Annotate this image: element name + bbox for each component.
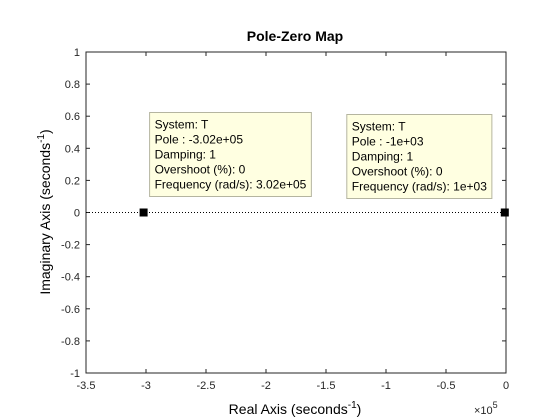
x-tick-label: -0.5 bbox=[437, 380, 456, 392]
x-tick-label: -1.5 bbox=[317, 380, 336, 392]
y-tick-label: 0.2 bbox=[65, 175, 80, 187]
y-tick-label: 0 bbox=[74, 208, 80, 220]
datatip-line: Damping: 1 bbox=[155, 148, 217, 162]
datatip-line: System: T bbox=[352, 120, 406, 134]
y-tick-label: 0.8 bbox=[65, 79, 80, 91]
y-tick-label: -0.2 bbox=[61, 240, 80, 252]
y-axis-label: Imaginary Axis (seconds-1) bbox=[36, 129, 53, 294]
y-tick-label: -0.8 bbox=[61, 336, 80, 348]
datatip-line: Pole : -3.02e+05 bbox=[155, 133, 244, 147]
x-tick-label: -3.5 bbox=[77, 380, 96, 392]
x-axis-exponent: ×105 bbox=[474, 400, 498, 417]
datatip-line: System: T bbox=[155, 118, 209, 132]
y-tick-label: -0.6 bbox=[61, 304, 80, 316]
y-tick-label: -0.4 bbox=[61, 272, 80, 284]
x-tick-label: -1 bbox=[381, 380, 391, 392]
datatip-line: Overshoot (%): 0 bbox=[352, 165, 443, 179]
y-tick-label: 0.4 bbox=[65, 143, 80, 155]
datatip-line: Damping: 1 bbox=[352, 150, 414, 164]
x-tick-label: -2 bbox=[261, 380, 271, 392]
datatip-anchor-marker bbox=[500, 208, 509, 217]
datatip-line: Frequency (rad/s): 3.02e+05 bbox=[155, 178, 307, 192]
x-axis-label: Real Axis (seconds-1) bbox=[229, 400, 362, 417]
y-tick-label: 0.6 bbox=[65, 111, 80, 123]
y-tick-label: 1 bbox=[74, 47, 80, 59]
datatip-box bbox=[346, 114, 493, 199]
x-tick-label: 0 bbox=[503, 380, 509, 392]
pole-marker-1[interactable] bbox=[500, 208, 509, 217]
x-tick-label: -3 bbox=[141, 380, 151, 392]
pole-marker-0[interactable] bbox=[139, 208, 148, 217]
x-tick-label: -2.5 bbox=[197, 380, 216, 392]
datatip-anchor-marker bbox=[139, 208, 148, 217]
x-ticks: -3.5 -3 -2.5 -2 -1.5 -1 -0.5 0 bbox=[77, 52, 509, 392]
datatip-line: Pole : -1e+03 bbox=[352, 135, 424, 149]
y-tick-label: -1 bbox=[70, 368, 80, 380]
chart-title: Pole-Zero Map bbox=[247, 28, 343, 44]
datatip-box bbox=[149, 112, 312, 197]
poles-group bbox=[139, 208, 509, 217]
y-ticks: 1 0.8 0.6 0.4 0.2 0 -0.2 -0.4 -0.6 -0.8 -1 bbox=[61, 47, 506, 380]
datatip-line: Frequency (rad/s): 1e+03 bbox=[352, 180, 487, 194]
datatip-line: Overshoot (%): 0 bbox=[155, 163, 246, 177]
